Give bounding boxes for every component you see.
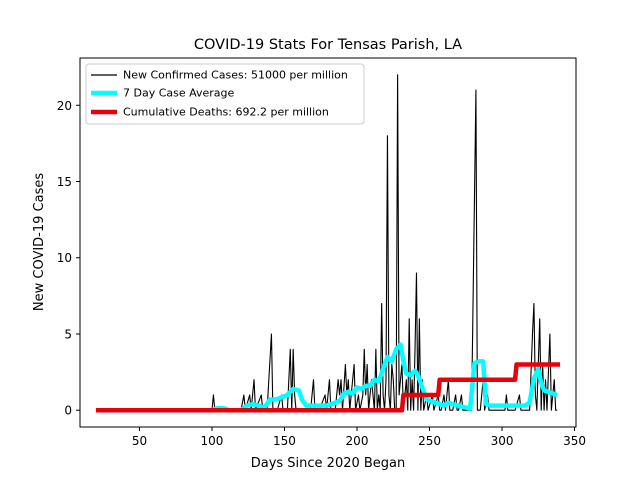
y-tick-label: 0 bbox=[64, 404, 72, 418]
legend-label-average: 7 Day Case Average bbox=[123, 87, 235, 100]
legend-box bbox=[85, 63, 365, 125]
y-tick-label: 10 bbox=[57, 251, 72, 265]
y-axis-label: New COVID-19 Cases bbox=[32, 173, 47, 311]
plot-area bbox=[95, 74, 561, 413]
chart-title: COVID-19 Stats For Tensas Parish, LA bbox=[194, 37, 462, 53]
y-tick-label: 15 bbox=[57, 175, 72, 189]
x-tick-label: 200 bbox=[346, 434, 369, 448]
y-axis: 0 5 10 15 20 bbox=[57, 99, 80, 418]
x-axis-label: Days Since 2020 Began bbox=[251, 456, 406, 471]
series-line-deaths bbox=[95, 362, 561, 413]
y-tick-label: 5 bbox=[64, 327, 72, 341]
x-tick-label: 150 bbox=[273, 434, 296, 448]
y-tick-label: 20 bbox=[57, 99, 72, 113]
x-tick-label: 100 bbox=[201, 434, 224, 448]
x-tick-label: 350 bbox=[563, 434, 586, 448]
x-tick-label: 50 bbox=[132, 434, 147, 448]
legend: New Confirmed Cases: 51000 per million 7… bbox=[85, 63, 365, 125]
x-axis: 50 100 150 200 250 300 350 bbox=[132, 427, 586, 448]
legend-label-confirmed: New Confirmed Cases: 51000 per million bbox=[123, 69, 348, 82]
legend-label-deaths: Cumulative Deaths: 692.2 per million bbox=[123, 106, 329, 119]
series-line-average bbox=[211, 342, 558, 413]
x-tick-label: 300 bbox=[491, 434, 514, 448]
x-tick-label: 250 bbox=[418, 434, 441, 448]
plot-frame bbox=[79, 57, 577, 428]
